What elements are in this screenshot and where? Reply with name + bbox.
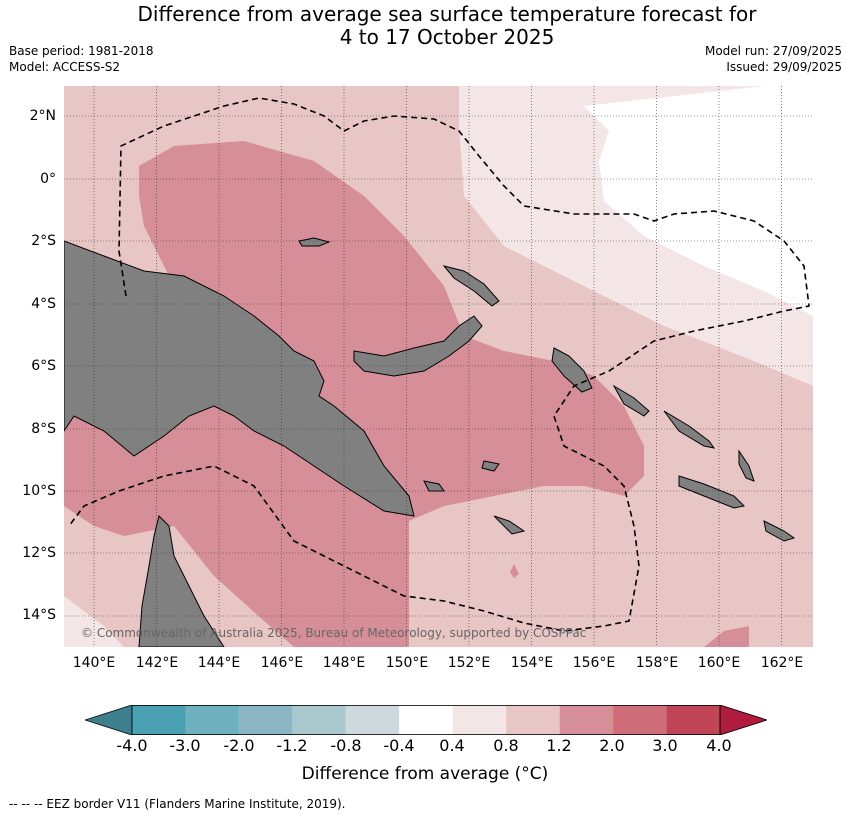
lon-label-156e: 156°E: [572, 655, 616, 671]
colorbar: [83, 704, 769, 736]
colorbar-segment: [666, 705, 720, 735]
lon-label-150e: 150°E: [385, 655, 429, 671]
colorbar-tick: -4.0: [116, 736, 148, 755]
land-manus: [298, 237, 331, 247]
colorbar-segment: [185, 705, 239, 735]
lon-label-146e: 146°E: [260, 655, 304, 671]
land-santa-isabel: [663, 410, 716, 449]
lat-label-4s: 4°S: [31, 296, 56, 312]
colorbar-tick: -3.0: [169, 736, 201, 755]
lat-label-6s: 6°S: [31, 358, 56, 374]
colorbar-tick: -2.0: [223, 736, 255, 755]
issued-date: Issued: 29/09/2025: [726, 60, 842, 74]
colorbar-tick: 0.4: [439, 736, 465, 755]
lon-label-162e: 162°E: [760, 655, 804, 671]
model-name: Model: ACCESS-S2: [9, 60, 121, 74]
land-makira: [763, 520, 796, 542]
title-line-1: Difference from average sea surface temp…: [137, 2, 757, 26]
colorbar-segment: [132, 705, 186, 735]
lon-label-144e: 144°E: [197, 655, 241, 671]
colorbar-tick: 1.2: [546, 736, 572, 755]
lon-label-140e: 140°E: [72, 655, 116, 671]
colorbar-frame: [131, 705, 721, 736]
lon-label-158e: 158°E: [635, 655, 679, 671]
colorbar-segment: [452, 705, 507, 735]
map-svg: [64, 86, 813, 647]
colorbar-tick: -1.2: [276, 736, 308, 755]
colorbar-tick: -0.4: [383, 736, 415, 755]
title-line-2: 4 to 17 October 2025: [339, 25, 555, 49]
copyright-notice: © Commonwealth of Australia 2025, Bureau…: [81, 626, 587, 640]
anomaly-zone-neutral: [584, 86, 813, 316]
lat-label-0: 0°: [40, 171, 56, 187]
lat-label-14s: 14°S: [22, 607, 56, 623]
colorbar-segment: [238, 705, 293, 735]
lat-label-2n: 2°N: [29, 108, 56, 124]
graticule: [64, 86, 813, 647]
sst-anomaly-map: © Commonwealth of Australia 2025, Bureau…: [64, 86, 813, 647]
land-louisiade: [493, 515, 526, 535]
land-guadalcanal: [678, 475, 746, 509]
colorbar-segment: [613, 705, 667, 735]
colorbar-tick: 2.0: [599, 736, 625, 755]
colorbar-svg: [83, 704, 769, 736]
meta-left: Base period: 1981-2018 Model: ACCESS-S2: [9, 43, 154, 75]
colorbar-segment: [292, 705, 346, 735]
lat-label-12s: 12°S: [22, 545, 56, 561]
model-run: Model run: 27/09/2025: [704, 44, 842, 58]
colorbar-extend-high: [719, 704, 769, 736]
lon-label-148e: 148°E: [322, 655, 366, 671]
colorbar-title: Difference from average (°C): [301, 764, 549, 784]
land-dentrecasteaux: [423, 480, 445, 492]
lat-label-2s: 2°S: [31, 233, 56, 249]
lat-label-8s: 8°S: [31, 421, 56, 437]
colorbar-segment: [399, 705, 453, 735]
colorbar-tick: 3.0: [652, 736, 678, 755]
colorbar-segment: [345, 705, 400, 735]
colorbar-tick: 4.0: [706, 736, 732, 755]
lat-label-10s: 10°S: [22, 483, 56, 499]
colorbar-segment: [559, 705, 614, 735]
lon-label-160e: 160°E: [697, 655, 741, 671]
land-malaita: [738, 449, 755, 482]
anomaly-zone-small-patch: [510, 564, 519, 578]
lon-label-142e: 142°E: [135, 655, 179, 671]
colorbar-tick: 0.8: [493, 736, 519, 755]
meta-right: Model run: 27/09/2025 Issued: 29/09/2025: [705, 43, 842, 75]
anomaly-zone-se-patch: [704, 626, 749, 647]
land-cape-york: [138, 515, 225, 647]
eez-border: [68, 97, 810, 632]
land-bougainville: [551, 347, 593, 393]
land-new-guinea: [64, 240, 415, 517]
colorbar-segment: [506, 705, 560, 735]
land-new-britain: [353, 315, 483, 377]
colorbar-extend-low: [83, 704, 133, 736]
base-period: Base period: 1981-2018: [9, 44, 154, 58]
anomaly-zone-south-light: [409, 486, 644, 631]
land-choiseul: [612, 384, 650, 417]
map-title: Difference from average sea surface temp…: [0, 3, 850, 49]
anomaly-zone-1-2-to-2-0: [64, 141, 644, 647]
colorbar-tick: -0.8: [330, 736, 362, 755]
lon-label-152e: 152°E: [447, 655, 491, 671]
land-new-ireland: [442, 265, 500, 307]
eez-legend-note: -- -- -- EEZ border V11 (Flanders Marine…: [9, 797, 346, 811]
land-trobriand: [481, 460, 500, 472]
anomaly-zone-sw-light: [64, 596, 124, 647]
lon-label-154e: 154°E: [510, 655, 554, 671]
